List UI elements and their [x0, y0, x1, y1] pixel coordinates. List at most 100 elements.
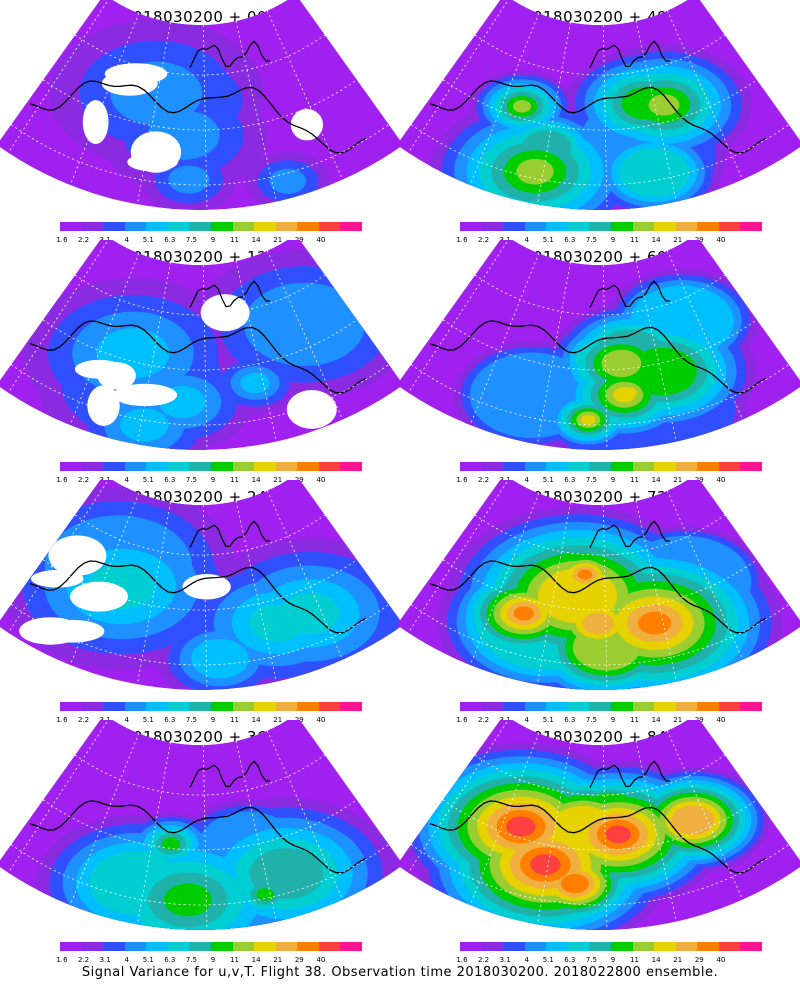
graticule-line: [74, 514, 326, 556]
colorbar-tick-label: 2.2: [77, 956, 90, 964]
colorbar: [460, 222, 763, 234]
colorbar-swatch: [146, 462, 169, 471]
colorbar: [60, 702, 363, 714]
colorbar-swatch: [654, 942, 677, 951]
variance-contour: [618, 148, 690, 197]
colorbar-swatch: [340, 702, 363, 711]
graticule-line: [474, 34, 726, 76]
colorbar-swatch: [654, 462, 677, 471]
graticule-line: [536, 742, 571, 925]
variance-contour: [243, 282, 366, 367]
coastline: [429, 320, 767, 394]
colorbar-tick-label: 1.6: [56, 236, 68, 244]
colorbar-swatch: [167, 222, 190, 231]
colorbar-swatch: [297, 942, 320, 951]
graticule-line: [42, 799, 358, 851]
colorbar-swatch: [167, 462, 190, 471]
coastline: [29, 560, 367, 634]
polar-map: [0, 720, 400, 930]
colorbar-tick-label: 7.5: [585, 716, 597, 724]
colorbar-swatch: [675, 942, 698, 951]
variance-contour: [605, 825, 632, 844]
missing-data-patch: [48, 535, 107, 576]
colorbar-tick-label: 21: [273, 716, 283, 724]
colorbar-swatch: [460, 942, 483, 951]
colorbar-tick-label: 14: [251, 476, 261, 484]
missing-data-patch: [200, 294, 250, 332]
colorbar-tick-label: 2.2: [477, 476, 490, 484]
forecast-panel: 2018030200 + 60h1.62.23.145.16.37.591114…: [400, 240, 800, 485]
colorbar-tick-label: 6.3: [164, 956, 176, 964]
colorbar-swatch: [275, 222, 298, 231]
graticule-line: [536, 262, 571, 445]
variance-contour: [513, 606, 534, 621]
colorbar-swatch: [81, 462, 104, 471]
variance-contour: [269, 168, 307, 194]
colorbar-swatch: [481, 702, 504, 711]
coastline: [589, 520, 671, 548]
colorbar-tick-label: 5.1: [142, 236, 154, 244]
polar-map: [400, 480, 800, 690]
colorbar-tick-label: 11: [630, 236, 640, 244]
variance-contour: [671, 805, 715, 835]
colorbar-tick-label: 5.1: [142, 476, 154, 484]
missing-data-patch: [286, 390, 337, 429]
colorbar-swatch: [124, 222, 147, 231]
colorbar-swatch: [654, 222, 677, 231]
colorbar-tick-label: 5.1: [542, 476, 554, 484]
polar-map: [0, 240, 400, 450]
colorbar: [460, 702, 763, 714]
coastline: [29, 800, 367, 874]
colorbar-tick-label: 40: [316, 476, 326, 484]
colorbar-tick-label: 4: [524, 476, 529, 484]
colorbar-tick-label: 7.5: [585, 956, 597, 964]
colorbar-swatch: [481, 942, 504, 951]
missing-data-patch: [290, 108, 324, 141]
colorbar-swatch: [546, 702, 569, 711]
graticule-line: [7, 0, 110, 153]
graticule-line: [442, 79, 758, 131]
variance-contour: [577, 569, 593, 580]
colorbar-tick-label: 9: [210, 716, 216, 724]
colorbar-swatch: [297, 222, 320, 231]
colorbar-swatch: [232, 462, 255, 471]
colorbar-tick-label: 6.3: [564, 476, 576, 484]
colorbar-swatch: [675, 462, 698, 471]
graticule-line: [474, 754, 726, 796]
graticule-line: [10, 124, 390, 186]
colorbar-tick-label: 40: [716, 236, 726, 244]
colorbar-swatch: [567, 702, 590, 711]
colorbar-tick-label: 21: [673, 236, 683, 244]
graticule-line: [136, 742, 171, 925]
colorbar-swatch: [718, 222, 741, 231]
graticule-line: [266, 490, 344, 660]
colorbar-swatch: [546, 942, 569, 951]
colorbar-swatch: [124, 702, 147, 711]
colorbar-tick-label: 5.1: [542, 956, 554, 964]
colorbar-tick-label: 11: [230, 956, 240, 964]
colorbar-swatch: [189, 702, 212, 711]
graticule-line: [536, 22, 571, 205]
colorbar-swatch: [318, 942, 341, 951]
colorbar-swatch: [340, 222, 363, 231]
variance-contour: [516, 158, 554, 185]
coastline: [429, 800, 767, 874]
colorbar-tick-label: 1.6: [56, 716, 68, 724]
colorbar-tick-label: 3.1: [499, 956, 511, 964]
colorbar-tick-label: 4: [124, 476, 129, 484]
colorbar-swatch: [632, 462, 655, 471]
colorbar-tick-label: 29: [694, 956, 704, 964]
variance-contour: [648, 94, 680, 116]
colorbar-tick-label: 9: [210, 476, 216, 484]
colorbar-tick-label: 9: [610, 716, 616, 724]
variance-contour: [240, 372, 270, 394]
colorbar-swatch: [697, 702, 720, 711]
colorbar-swatch: [189, 462, 212, 471]
coastline: [429, 80, 767, 154]
colorbar-tick-label: 11: [230, 476, 240, 484]
graticule-line: [266, 10, 344, 180]
graticule-line: [442, 319, 758, 371]
variance-contour: [163, 883, 212, 917]
variance-contour: [582, 612, 615, 635]
